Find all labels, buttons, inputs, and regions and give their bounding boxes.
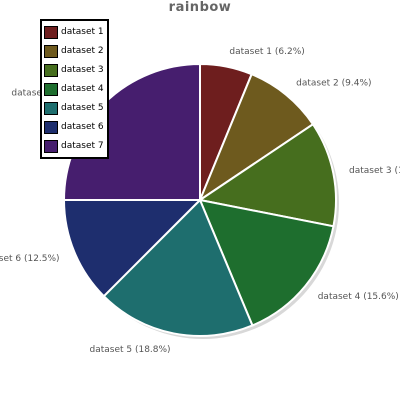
legend-label: dataset 1 (61, 27, 104, 37)
legend-label: dataset 6 (61, 122, 104, 132)
pie-slice-dataset-5[interactable] (102, 198, 254, 337)
slice-label-dataset-2: dataset 2 (9.4%) (296, 78, 371, 88)
legend-swatch (44, 26, 58, 39)
legend-swatch (44, 83, 58, 96)
legend-swatch (44, 64, 58, 77)
pie-slice-dataset-3[interactable] (197, 122, 337, 228)
slices-group (62, 62, 339, 339)
slice-label-dataset-3: dataset 3 (12.5%) (349, 166, 400, 176)
legend-swatch (44, 140, 58, 153)
legend-item-dataset-5[interactable]: dataset 5 (44, 99, 104, 118)
legend-label: dataset 5 (61, 103, 104, 113)
legend-label: dataset 3 (61, 65, 104, 75)
pie-slice-dataset-2[interactable] (197, 72, 315, 203)
chart-title: rainbow (168, 0, 232, 15)
legend-swatch (44, 121, 58, 134)
slice-label-dataset-6: dataset 6 (12.5%) (0, 254, 60, 264)
slice-label-dataset-1: dataset 1 (6.2%) (229, 47, 304, 57)
legend-item-dataset-2[interactable]: dataset 2 (44, 42, 104, 61)
legend-item-dataset-6[interactable]: dataset 6 (44, 118, 104, 137)
legend-swatch (44, 102, 58, 115)
legend-item-dataset-1[interactable]: dataset 1 (44, 23, 104, 42)
legend-item-dataset-3[interactable]: dataset 3 (44, 61, 104, 80)
legend-swatch (44, 45, 58, 58)
pie-slice-dataset-4[interactable] (198, 198, 335, 327)
chart-legend: dataset 1 dataset 2 dataset 3 dataset 4 data… (40, 19, 109, 159)
legend-label: dataset 4 (61, 84, 104, 94)
slice-label-dataset-5: dataset 5 (18.8%) (89, 345, 170, 355)
legend-label: dataset 7 (61, 141, 104, 151)
legend-item-dataset-4[interactable]: dataset 4 (44, 80, 104, 99)
slice-label-dataset-4: dataset 4 (15.6%) (318, 292, 399, 302)
legend-label: dataset 2 (61, 46, 104, 56)
legend-item-dataset-7[interactable]: dataset 7 (44, 137, 104, 156)
pie-slice-dataset-6[interactable] (62, 199, 203, 298)
